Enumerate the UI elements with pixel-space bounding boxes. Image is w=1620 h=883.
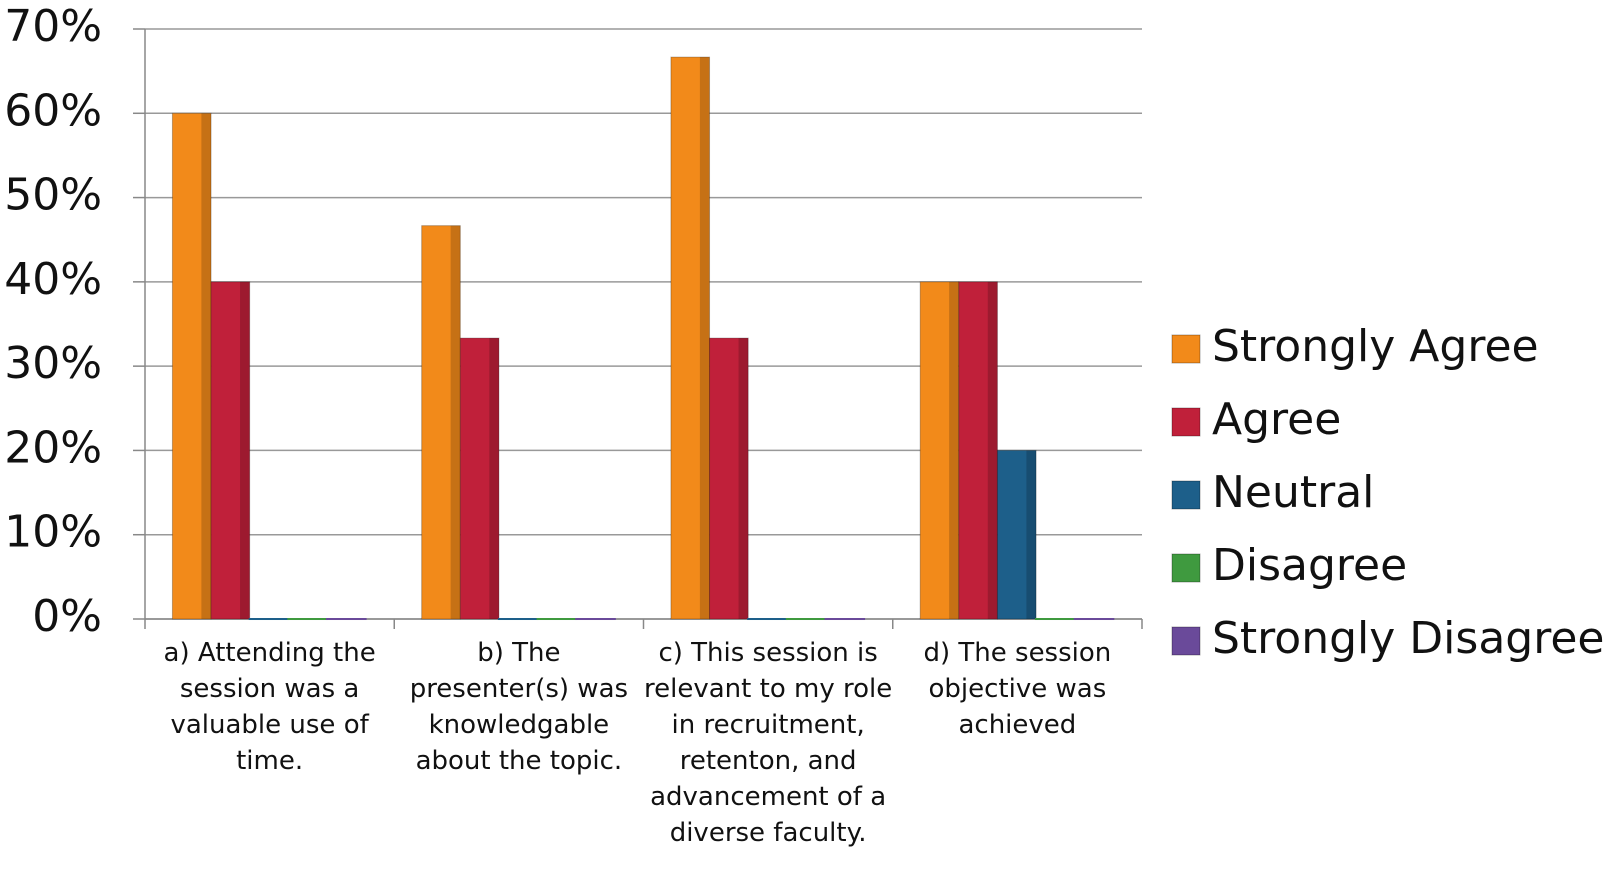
y-tick-label: 50% <box>4 170 102 221</box>
bar-shade <box>240 281 250 619</box>
legend-swatch <box>1171 480 1201 510</box>
bar <box>459 337 500 620</box>
legend-label: Neutral <box>1212 467 1374 518</box>
x-tick-label: d) The session objective was achieved <box>923 638 1112 740</box>
x-tick-label: a) Attending the session was a valuable … <box>163 638 376 776</box>
y-tick-label: 20% <box>4 422 102 473</box>
bar <box>996 449 1037 620</box>
legend-label: Strongly Disagree <box>1212 613 1604 664</box>
y-tick-label: 10% <box>4 507 102 558</box>
bar <box>171 112 212 620</box>
legend-label: Agree <box>1212 394 1341 445</box>
bar-shade <box>699 57 710 620</box>
x-tick-label: b) The presenter(s) was knowledgable abo… <box>409 638 629 776</box>
legend-label: Strongly Agree <box>1212 321 1539 372</box>
y-tick-label: 60% <box>4 85 102 136</box>
bar-shade <box>450 225 461 620</box>
bar-shade <box>489 338 499 619</box>
legend-swatch <box>1171 626 1201 656</box>
legend-swatch <box>1171 407 1201 437</box>
bar-shade <box>949 281 959 619</box>
y-tick-label: 30% <box>4 338 102 389</box>
bar <box>670 56 711 620</box>
legend-label: Disagree <box>1212 540 1407 591</box>
bar <box>210 281 251 620</box>
legend-swatch <box>1171 334 1201 364</box>
bar-shade <box>738 338 749 619</box>
bar-shade <box>1026 450 1037 619</box>
y-tick-label: 70% <box>4 1 102 52</box>
y-tick-label: 40% <box>4 254 102 305</box>
y-tick-label: 0% <box>32 591 102 642</box>
x-tick-label: c) This session is relevant to my role i… <box>644 638 893 848</box>
bar-shade <box>987 281 998 619</box>
bar-shade <box>201 113 212 620</box>
bar <box>958 281 998 620</box>
bar <box>709 337 749 620</box>
legend-swatch <box>1171 553 1201 583</box>
bar <box>919 281 960 620</box>
